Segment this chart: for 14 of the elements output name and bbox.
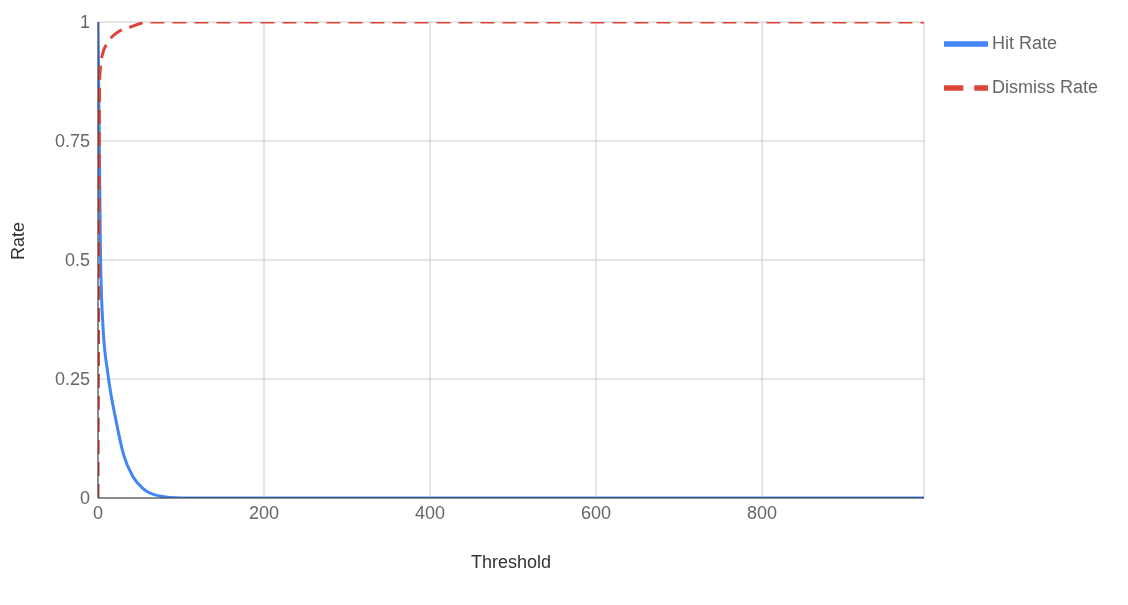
- x-tick-label: 600: [581, 502, 612, 523]
- legend-label: Hit Rate: [991, 32, 1058, 53]
- x-tick-label: 400: [415, 502, 446, 523]
- y-axis-title: Rate: [8, 221, 29, 260]
- legend-label: Dismiss Rate: [991, 76, 1098, 97]
- x-tick-label: 0: [92, 502, 104, 523]
- y-tick-label: 1: [79, 12, 90, 33]
- y-tick-label: 0.25: [54, 369, 90, 390]
- x-axis-title: Threshold: [470, 552, 552, 572]
- y-tick-label: 0.5: [64, 250, 90, 271]
- y-tick-label: 0.75: [54, 131, 90, 152]
- x-tick-label: 800: [747, 502, 778, 523]
- y-tick-label: 0: [79, 488, 90, 509]
- x-tick-label: 200: [249, 502, 280, 523]
